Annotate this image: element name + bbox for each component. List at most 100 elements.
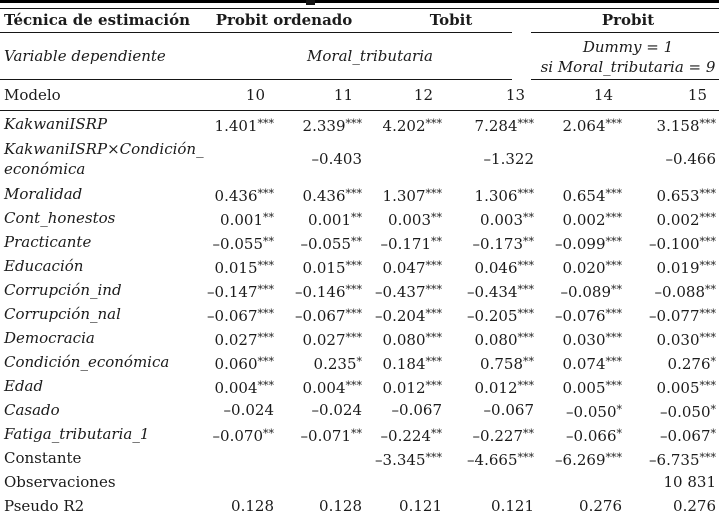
coefficient-value: –0.403 xyxy=(311,150,362,168)
coefficient-value: –0.437 xyxy=(375,283,426,301)
value-cell: 0.128 xyxy=(277,494,365,518)
scan-artifact-bar xyxy=(190,0,719,3)
table-row: Corrupción_nal –0.067*** –0.067*** –0.204**… xyxy=(0,302,719,326)
value-cell: –0.146*** xyxy=(277,278,365,302)
model-number: 15 xyxy=(687,86,707,104)
table-row: Condición_económica 0.060*** 0.235* 0.184**… xyxy=(0,350,719,374)
coefficient-value: 0.121 xyxy=(491,497,534,515)
value-cell: 0.074*** xyxy=(537,350,625,374)
value-cell: 0.758** xyxy=(445,350,537,374)
coefficient-value: –0.055 xyxy=(300,235,351,253)
value-cell: 0.005*** xyxy=(537,374,625,398)
significance-stars: ** xyxy=(263,211,274,224)
significance-stars: *** xyxy=(425,307,443,320)
value-cell: –0.204*** xyxy=(365,302,445,326)
significance-stars: *** xyxy=(257,187,275,200)
coefficient-value: 0.436 xyxy=(214,187,258,205)
dummy-line-2: si Moral_tributaria = 9 xyxy=(540,57,716,76)
value-cell xyxy=(203,136,277,182)
coefficient-value: –0.434 xyxy=(467,283,518,301)
value-cell: 4.202*** xyxy=(365,112,445,136)
value-cell: –0.071** xyxy=(277,422,365,446)
value-cell: –0.437*** xyxy=(365,278,445,302)
coefficient-value: –0.088 xyxy=(654,283,705,301)
significance-stars: * xyxy=(616,427,623,440)
value-cell xyxy=(203,470,277,494)
value-cell: –0.173** xyxy=(445,230,537,254)
coefficient-value: 2.339 xyxy=(302,117,346,135)
value-cell: 0.020*** xyxy=(537,254,625,278)
value-cell: 10 831 xyxy=(625,470,719,494)
table-rule xyxy=(531,32,719,33)
coefficient-value: 0.020 xyxy=(562,259,606,277)
coefficient-value: 0.235 xyxy=(313,355,357,373)
coefficient-value: –0.171 xyxy=(380,235,431,253)
value-cell: –3.345*** xyxy=(365,446,445,470)
coefficient-value: –0.173 xyxy=(472,235,523,253)
value-cell xyxy=(277,470,365,494)
row-label: Democracia xyxy=(4,329,95,347)
significance-stars: *** xyxy=(699,451,717,464)
significance-stars: *** xyxy=(345,117,363,130)
significance-stars: * xyxy=(710,355,717,368)
value-cell: 0.276 xyxy=(625,494,719,518)
significance-stars: *** xyxy=(517,259,535,272)
significance-stars: ** xyxy=(263,235,274,248)
value-cell: 7.284*** xyxy=(445,112,537,136)
row-label: Edad xyxy=(4,377,44,395)
significance-stars: ** xyxy=(431,235,442,248)
coefficient-value: 0.005 xyxy=(562,379,606,397)
value-cell: –0.067 xyxy=(365,398,445,422)
group-header-tobit: Tobit xyxy=(429,11,473,29)
value-cell: –0.024 xyxy=(203,398,277,422)
value-cell: 0.653*** xyxy=(625,182,719,206)
value-cell: –0.050* xyxy=(537,398,625,422)
value-cell: –0.088** xyxy=(625,278,719,302)
coefficient-value: –0.024 xyxy=(311,401,362,419)
table-row: Observaciones 10 831 xyxy=(0,470,719,494)
coefficient-value: 0.074 xyxy=(562,355,606,373)
coefficient-value: 0.030 xyxy=(562,331,606,349)
significance-stars: *** xyxy=(425,331,443,344)
value-cell: 3.158*** xyxy=(625,112,719,136)
value-cell: –0.055** xyxy=(277,230,365,254)
table-body: KakwaniISRP 1.401*** 2.339*** 4.202*** 7.284… xyxy=(0,112,719,518)
value-cell: –0.227** xyxy=(445,422,537,446)
table-row: Edad 0.004*** 0.004*** 0.012*** 0.012*** 0.00… xyxy=(0,374,719,398)
coefficient-value: –0.070 xyxy=(212,427,263,445)
coefficient-value: 0.276 xyxy=(673,497,716,515)
coefficient-value: 0.080 xyxy=(474,331,518,349)
coefficient-value: –0.205 xyxy=(467,307,518,325)
significance-stars: *** xyxy=(699,235,717,248)
significance-stars: *** xyxy=(257,379,275,392)
coefficient-value: 0.080 xyxy=(382,331,426,349)
dummy-line-1: Dummy = 1 xyxy=(582,37,674,56)
significance-stars: * xyxy=(356,355,363,368)
row-label: Observaciones xyxy=(4,473,116,491)
coefficient-value: 10 831 xyxy=(663,473,717,491)
coefficient-value: –4.665 xyxy=(467,451,518,469)
value-cell: 2.339*** xyxy=(277,112,365,136)
value-cell: 2.064*** xyxy=(537,112,625,136)
group-header-probit: Probit xyxy=(601,11,655,29)
coefficient-value: 3.158 xyxy=(656,117,700,135)
significance-stars: *** xyxy=(257,117,275,130)
value-cell: 0.184*** xyxy=(365,350,445,374)
significance-stars: *** xyxy=(425,283,443,296)
table-rule-top xyxy=(0,8,719,9)
coefficient-value: –0.100 xyxy=(649,235,700,253)
coefficient-value: –0.066 xyxy=(566,427,617,445)
table-rule xyxy=(531,79,719,80)
value-cell: 0.436*** xyxy=(277,182,365,206)
coefficient-value: –0.224 xyxy=(380,427,431,445)
significance-stars: *** xyxy=(517,331,535,344)
significance-stars: *** xyxy=(257,307,275,320)
significance-stars: *** xyxy=(605,307,623,320)
group-header-probit-ordenado: Probit ordenado xyxy=(215,11,353,29)
scan-artifact-glyph xyxy=(306,0,315,5)
value-cell: 0.002*** xyxy=(537,206,625,230)
coefficient-value: –0.067 xyxy=(295,307,346,325)
value-cell xyxy=(537,136,625,182)
significance-stars: *** xyxy=(425,355,443,368)
significance-stars: *** xyxy=(605,379,623,392)
